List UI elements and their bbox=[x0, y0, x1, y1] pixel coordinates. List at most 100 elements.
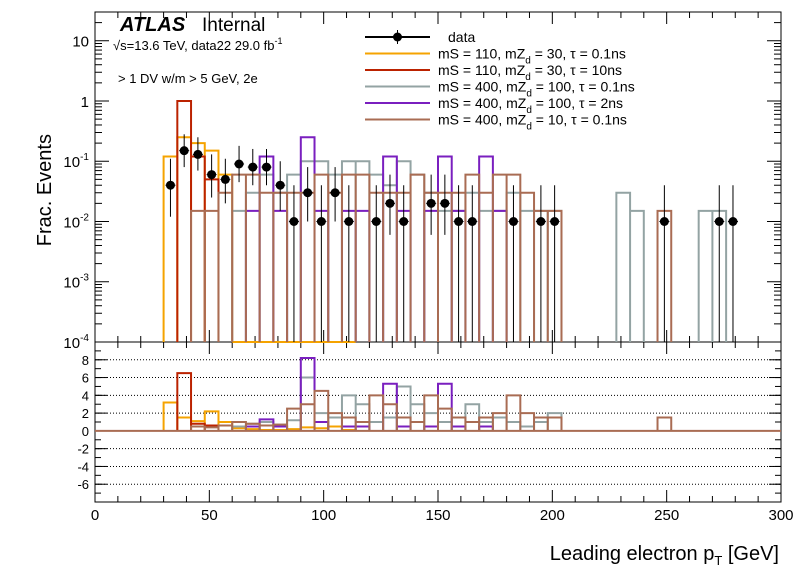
top-y-tick-label: 10-1 bbox=[63, 152, 89, 171]
legend-label-main: mS = 400, mZ bbox=[438, 79, 527, 95]
tick-exponent: -4 bbox=[80, 333, 89, 344]
data-point bbox=[248, 162, 258, 172]
selection-label: > 1 DV w/m > 5 GeV, 2e bbox=[118, 71, 258, 86]
tick-base: 10 bbox=[63, 335, 80, 352]
legend-label: mS = 400, mZd = 10, τ = 0.1ns bbox=[438, 112, 627, 133]
legend-label-sub: d bbox=[526, 122, 532, 133]
data-point bbox=[303, 188, 313, 198]
data-point bbox=[193, 149, 203, 159]
x-tick-label: 300 bbox=[768, 507, 793, 524]
ratio-y-tick-label: 4 bbox=[82, 388, 89, 403]
legend-label-sub: d bbox=[525, 56, 531, 67]
energy-text: s=13.6 TeV, data22 29.0 fb bbox=[120, 38, 274, 53]
data-point bbox=[344, 216, 354, 226]
y-axis-title: Frac. Events bbox=[34, 134, 56, 246]
tick-base: 10 bbox=[63, 154, 80, 171]
x-tick-label: 100 bbox=[311, 507, 336, 524]
legend-label-sub: d bbox=[526, 105, 532, 116]
top-y-tick-label: 10-4 bbox=[63, 333, 89, 352]
legend-label-rest: = 30, τ = 10ns bbox=[531, 62, 622, 78]
ratio-histograms bbox=[95, 357, 781, 432]
legend-label: mS = 110, mZd = 30, τ = 0.1ns bbox=[438, 46, 626, 67]
ratio-y-tick-label: -2 bbox=[77, 442, 89, 457]
x-tick-label: 250 bbox=[654, 507, 679, 524]
data-point bbox=[467, 216, 477, 226]
data-point bbox=[714, 216, 724, 226]
legend-label-main: mS = 400, mZ bbox=[438, 95, 527, 111]
tick-exponent: -1 bbox=[80, 152, 89, 163]
top-y-tick-label: 10-3 bbox=[63, 273, 89, 292]
ratio-y-tick-label: -4 bbox=[77, 459, 89, 474]
ratio-series-5 bbox=[190, 389, 673, 431]
x-ticks: 0 50 100 150 200 250 300 bbox=[91, 12, 794, 524]
lumi-exponent: -1 bbox=[274, 36, 282, 46]
data-point bbox=[275, 180, 285, 190]
legend-label-rest: = 30, τ = 0.1ns bbox=[531, 46, 626, 62]
data-point bbox=[165, 180, 175, 190]
tick-base: 10 bbox=[72, 34, 89, 51]
legend-label-main: data bbox=[448, 29, 475, 45]
internal-label: Internal bbox=[202, 15, 265, 36]
data-point bbox=[385, 198, 395, 208]
x-axis-title-unit: [GeV] bbox=[722, 543, 779, 565]
atlas-label: ATLAS bbox=[119, 14, 186, 36]
data-point bbox=[454, 216, 464, 226]
ratio-y-tick-label: 6 bbox=[82, 371, 89, 386]
data-point bbox=[426, 198, 436, 208]
data-point bbox=[207, 170, 217, 180]
energy-lumi-label: √s=13.6 TeV, data22 29.0 fb-1 bbox=[113, 36, 283, 53]
legend-label: mS = 400, mZd = 100, τ = 0.1ns bbox=[438, 79, 635, 100]
x-axis-title-sub: T bbox=[714, 553, 722, 568]
top-y-tick-label: 10 bbox=[72, 34, 89, 51]
ratio-y-tick-label: 0 bbox=[82, 424, 89, 439]
data-point bbox=[179, 146, 189, 156]
ratio-y-tick-label: 8 bbox=[82, 353, 89, 368]
legend-label-rest: = 100, τ = 2ns bbox=[532, 95, 623, 111]
sqrt-symbol: √ bbox=[113, 38, 121, 53]
data-point bbox=[316, 216, 326, 226]
x-tick-label: 0 bbox=[91, 507, 99, 524]
ratio-series-2 bbox=[176, 372, 220, 431]
legend-label-main: mS = 400, mZ bbox=[438, 112, 527, 128]
legend-label: mS = 110, mZd = 30, τ = 10ns bbox=[438, 62, 622, 83]
legend-data-marker bbox=[393, 32, 402, 42]
data-point bbox=[371, 216, 381, 226]
ratio-series-4 bbox=[244, 357, 494, 431]
data-point bbox=[508, 216, 518, 226]
data-point bbox=[399, 216, 409, 226]
data-point bbox=[440, 198, 450, 208]
data-point bbox=[234, 159, 244, 169]
legend-label-sub: d bbox=[525, 72, 531, 83]
tick-base: 10 bbox=[63, 214, 80, 231]
legend-label-sub: d bbox=[526, 89, 532, 100]
data-point bbox=[262, 162, 271, 172]
data-point bbox=[330, 188, 340, 198]
tick-base: 10 bbox=[63, 275, 80, 292]
x-tick-label: 50 bbox=[201, 507, 218, 524]
legend-label-main: mS = 110, mZ bbox=[438, 62, 526, 78]
top-y-tick-label: 1 bbox=[81, 94, 89, 111]
legend-label: data bbox=[448, 29, 475, 45]
data-point bbox=[728, 216, 738, 226]
data-point bbox=[659, 216, 669, 226]
legend-label-main: mS = 110, mZ bbox=[438, 46, 526, 62]
data-points bbox=[165, 134, 738, 342]
x-axis-title-main: Leading electron p bbox=[550, 543, 715, 565]
data-point bbox=[536, 216, 546, 226]
tick-base: 1 bbox=[81, 94, 89, 111]
ratio-y-tick-label: -6 bbox=[77, 477, 89, 492]
legend-label: mS = 400, mZd = 100, τ = 2ns bbox=[438, 95, 623, 116]
top-y-tick-label: 10-2 bbox=[63, 212, 89, 231]
ratio-y-ticks: -6 -4 -2 0 2 4 6 8 bbox=[77, 341, 781, 503]
x-axis-title: Leading electron pT [GeV] bbox=[550, 543, 779, 568]
legend-label-rest: = 10, τ = 0.1ns bbox=[532, 112, 627, 128]
legend-label-rest: = 100, τ = 0.1ns bbox=[532, 79, 635, 95]
tick-exponent: -3 bbox=[80, 273, 89, 284]
data-point bbox=[550, 216, 560, 226]
data-point bbox=[220, 174, 230, 184]
x-tick-label: 200 bbox=[540, 507, 565, 524]
x-tick-label: 150 bbox=[425, 507, 450, 524]
data-point bbox=[289, 216, 299, 226]
